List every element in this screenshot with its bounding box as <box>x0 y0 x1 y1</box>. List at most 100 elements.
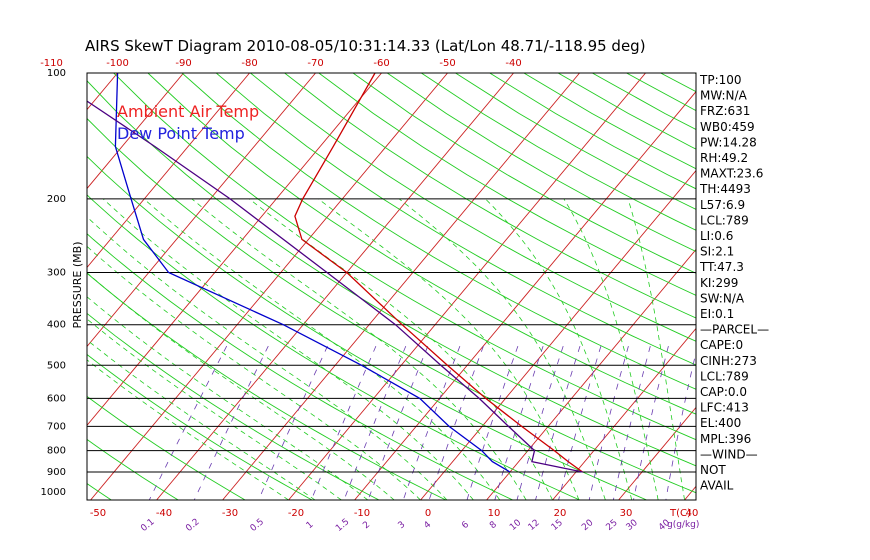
moist-adiabat-line <box>87 245 421 500</box>
stat-item: NOT <box>700 463 726 477</box>
profile-series-0 <box>294 73 583 473</box>
dry-adiabat-line <box>87 155 647 500</box>
pressure-tick-label: 300 <box>47 268 66 279</box>
stat-item: LI:0.6 <box>700 229 733 243</box>
stat-item: L57:6.9 <box>700 198 745 212</box>
moist-adiabat-line <box>143 198 501 500</box>
mixing-ratio-label: g(g/kg) <box>667 520 699 530</box>
dry-adiabat-line <box>87 117 696 494</box>
moist-adiabat-line <box>485 198 633 500</box>
isotherm-line <box>618 406 696 500</box>
moist-adiabat-line <box>87 216 448 500</box>
top-temp-tick-label: -40 <box>505 58 521 69</box>
isotherm-line <box>420 169 696 500</box>
dry-adiabat-line <box>113 73 696 441</box>
pressure-tick-label: 100 <box>47 68 66 79</box>
stat-item: WB0:459 <box>700 120 755 134</box>
bottom-temp-tick-label: -40 <box>156 508 172 519</box>
mixing-ratio-tick-label: 15 <box>550 518 565 533</box>
isotherm-line <box>87 73 184 190</box>
isotherm-line <box>90 73 448 500</box>
mixing-ratio-tick-label: 3 <box>397 520 408 531</box>
mixing-ratio-tick-label: 30 <box>625 518 640 533</box>
pressure-tick-label: 500 <box>47 360 66 371</box>
dry-adiabat-line <box>660 73 696 93</box>
isotherm-line <box>0 73 52 500</box>
profile-series-2 <box>87 100 583 473</box>
dry-adiabat-line <box>489 73 696 190</box>
mixing-ratio-line <box>588 345 629 500</box>
mixing-ratio-tick-label: 1 <box>305 520 316 531</box>
pressure-tick-label: 600 <box>47 393 66 404</box>
stat-item: CAP:0.0 <box>700 385 747 399</box>
dry-adiabat-line <box>421 73 696 231</box>
bottom-temp-tick-label: -10 <box>354 508 370 519</box>
legend-ambient-air-temp: Ambient Air Temp <box>117 102 259 121</box>
mixing-ratio-line <box>665 350 696 500</box>
plot-frame <box>86 72 697 501</box>
stat-item: TP:100 <box>699 73 742 87</box>
mixing-ratio-tick-label: 4 <box>422 520 433 532</box>
profile-series-1 <box>114 73 511 473</box>
stat-item: TH:4493 <box>699 182 751 196</box>
dry-adiabat-line <box>87 395 246 500</box>
isotherm-line <box>87 73 250 269</box>
isotherm-line <box>87 73 316 348</box>
bottom-temp-tick-label: 40 <box>686 508 699 519</box>
mixing-ratio-line <box>148 345 228 500</box>
mixing-ratio-tick-label: 6 <box>460 520 471 532</box>
dry-adiabat-line <box>455 73 696 210</box>
mixing-ratio-line <box>258 345 328 500</box>
bottom-temp-tick-label: -50 <box>90 508 106 519</box>
isotherm-line <box>222 73 580 500</box>
dry-adiabat-line <box>523 73 696 170</box>
isobar-lines <box>87 198 696 473</box>
pressure-tick-label: 900 <box>47 467 66 478</box>
bottom-temp-tick-label: -30 <box>222 508 238 519</box>
moist-adiabat-line <box>398 198 606 500</box>
stat-item: —PARCEL— <box>700 323 769 337</box>
top-temp-tick-label: -70 <box>307 58 323 69</box>
moist-adiabat-line <box>87 359 289 500</box>
mixing-ratio-tick-label: 0.5 <box>249 517 266 534</box>
top-temp-tick-label: -60 <box>373 58 389 69</box>
dry-adiabat-line <box>87 272 447 500</box>
stat-item: AVAIL <box>700 479 734 493</box>
stat-item: RH:49.2 <box>700 151 748 165</box>
moist-adiabat-line <box>563 198 659 500</box>
mixing-ratio-tick-label: 8 <box>488 520 499 532</box>
mixing-ratio-line <box>535 345 581 500</box>
pressure-tick-label: 200 <box>47 194 66 205</box>
moist-adiabat-line <box>87 339 316 500</box>
mixing-ratio-line <box>633 346 669 500</box>
chart-title: AIRS SkewT Diagram 2010-08-05/10:31:14.3… <box>85 37 646 55</box>
mixing-ratio-tick-label: 2 <box>361 520 372 531</box>
mixing-ratio-line <box>466 345 519 500</box>
stat-item: MW:N/A <box>700 89 748 103</box>
mixing-ratio-tick-label: 12 <box>527 518 542 533</box>
stat-item: SI:2.1 <box>700 245 734 259</box>
legend-dew-point-temp: Dew Point Temp <box>117 124 245 143</box>
mixing-ratio-line <box>558 345 602 500</box>
y-axis-label: PRESSURE (MB) <box>71 242 84 329</box>
dry-adiabat-line <box>386 73 696 252</box>
stat-item: EL:400 <box>700 416 741 430</box>
dry-adiabat-line <box>250 73 696 342</box>
dry-adiabat-line <box>0 73 44 500</box>
mixing-ratio-tick-label: 20 <box>580 518 595 533</box>
stat-item: TT:47.3 <box>699 260 744 274</box>
isotherm-line <box>486 248 696 500</box>
dry-adiabat-line <box>87 483 112 500</box>
top-temp-tick-label: -110 <box>40 58 63 69</box>
isotherm-line <box>156 73 514 500</box>
legend: Ambient Air Temp Dew Point Temp <box>117 102 259 143</box>
moist-adiabat-line <box>248 198 553 500</box>
top-temp-tick-label: -90 <box>175 58 191 69</box>
moist-adiabat-line <box>87 318 342 500</box>
isotherm-line <box>87 73 118 111</box>
moist-adiabat-line <box>317 198 580 500</box>
stat-item: FRZ:631 <box>700 104 750 118</box>
moist-adiabat-line <box>102 198 474 500</box>
pressure-tick-label: 800 <box>47 446 66 457</box>
dry-adiabat-line <box>284 73 696 319</box>
